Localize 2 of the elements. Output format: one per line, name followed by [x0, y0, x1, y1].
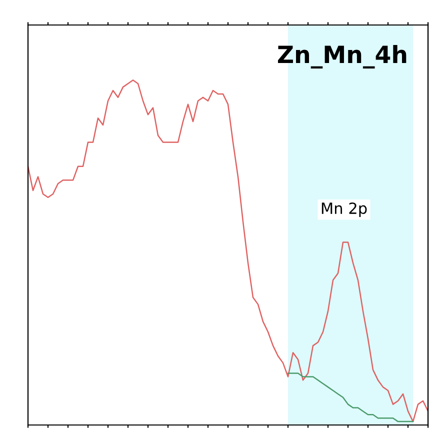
chart-title: Zn_Mn_4h: [278, 45, 406, 69]
annotation: Mn 2p: [322, 202, 367, 217]
